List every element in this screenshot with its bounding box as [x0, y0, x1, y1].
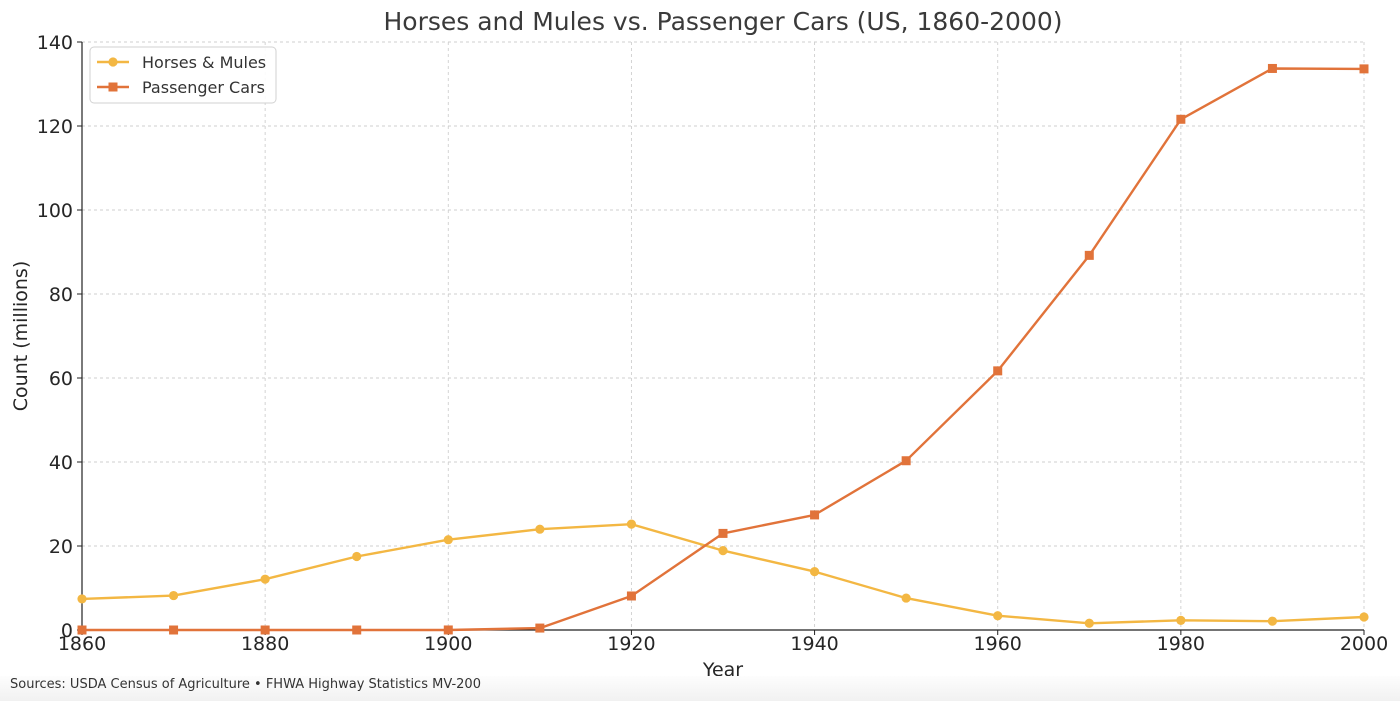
x-axis-label: Year: [702, 659, 743, 681]
data-point: [626, 591, 636, 601]
data-point: [1084, 250, 1094, 260]
data-point: [260, 574, 270, 584]
data-point: [1176, 114, 1186, 124]
data-point: [535, 524, 545, 534]
data-point: [1176, 615, 1186, 625]
footer-band: [0, 676, 1400, 701]
x-tick-label: 1940: [790, 633, 838, 655]
data-point: [901, 593, 911, 603]
y-tick-label: 140: [37, 32, 73, 54]
data-point: [626, 519, 637, 529]
data-point: [718, 528, 728, 538]
data-point: [1267, 63, 1277, 73]
data-point: [1267, 616, 1278, 626]
y-tick-label: 40: [49, 452, 73, 474]
y-tick-label: 100: [37, 200, 73, 222]
x-tick-label: 1900: [424, 633, 472, 655]
data-point: [77, 594, 87, 604]
data-point: [535, 623, 545, 633]
y-tick-label: 20: [49, 536, 73, 558]
series-markers-passenger-cars: [77, 63, 1369, 635]
legend-box: [89, 46, 277, 104]
chart-title: Horses and Mules vs. Passenger Cars (US,…: [383, 7, 1062, 36]
sources-note: Sources: USDA Census of Agriculture • FH…: [10, 677, 481, 692]
x-tick-label: 2000: [1340, 633, 1388, 655]
data-point: [810, 510, 820, 520]
data-point: [809, 567, 820, 577]
legend-marker: [108, 57, 118, 67]
data-point: [169, 625, 179, 635]
x-tick-label: 1980: [1157, 633, 1205, 655]
grid-lines: [81, 41, 1365, 631]
data-point: [443, 625, 453, 635]
legend: Horses & Mules Passenger Cars: [89, 46, 277, 104]
data-point: [168, 590, 179, 601]
data-point: [260, 625, 270, 635]
data-point: [77, 625, 87, 635]
x-tick-label: 1860: [58, 633, 106, 655]
data-point: [352, 551, 362, 562]
legend-marker: [108, 82, 118, 92]
data-point: [1084, 618, 1094, 628]
y-tick-label: 60: [49, 368, 73, 390]
data-point: [352, 625, 362, 635]
x-tick-label: 1960: [974, 633, 1022, 655]
data-point: [1359, 64, 1369, 74]
legend-label: Passenger Cars: [142, 78, 265, 97]
y-tick-label: 80: [49, 284, 73, 306]
data-point: [718, 546, 728, 556]
legend-label: Horses & Mules: [142, 53, 266, 72]
y-tick-label: 0: [61, 620, 73, 642]
data-point: [993, 366, 1003, 376]
data-point: [1359, 612, 1369, 622]
series-line-horses-mules: [81, 523, 1365, 625]
data-point: [443, 535, 453, 545]
x-tick-label: 1920: [607, 633, 655, 655]
y-tick-label: 120: [37, 116, 73, 138]
x-tick-label: 1880: [241, 633, 289, 655]
data-point: [901, 456, 911, 466]
series-markers-horses-mules: [77, 519, 1369, 628]
data-point: [993, 611, 1003, 621]
y-axis-label: Count (millions): [10, 261, 32, 411]
